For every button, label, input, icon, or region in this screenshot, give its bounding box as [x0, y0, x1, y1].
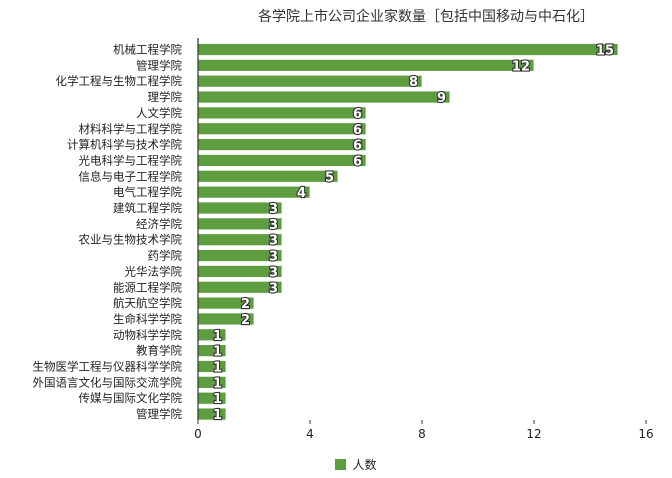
category-label: 能源工程学院	[113, 280, 182, 294]
x-tick-label: 8	[418, 427, 426, 441]
category-label: 管理学院	[136, 58, 182, 72]
bar	[197, 185, 311, 199]
x-tick-label: 4	[306, 427, 314, 441]
category-label: 外国语言文化与国际交流学院	[33, 375, 183, 389]
bar-value-label: 2	[241, 297, 250, 312]
bar	[197, 58, 535, 72]
bar-value-label: 15	[596, 44, 614, 59]
legend-swatch	[335, 459, 347, 470]
category-label: 信息与电子工程学院	[79, 169, 183, 183]
bar-value-label: 3	[269, 234, 278, 249]
category-label: 化学工程与生物工程学院	[56, 74, 183, 88]
bar-value-label: 1	[213, 408, 222, 423]
x-tick-label: 0	[194, 427, 202, 441]
category-label: 农业与生物技术学院	[79, 233, 183, 247]
category-label: 计算机科学与技术学院	[67, 138, 182, 152]
category-label: 药学院	[148, 249, 183, 263]
bar	[197, 138, 367, 152]
category-label: 传媒与国际文化学院	[79, 391, 183, 405]
bar	[197, 90, 451, 104]
category-label: 航天航空学院	[113, 296, 182, 310]
bar-value-label: 4	[297, 186, 306, 201]
category-label: 动物科学学院	[113, 328, 182, 342]
bar-value-label: 6	[353, 154, 362, 169]
bar-value-label: 3	[269, 250, 278, 265]
x-tick-label: 16	[638, 427, 653, 441]
category-label: 建筑工程学院	[113, 201, 182, 215]
category-label: 经济学院	[136, 217, 182, 231]
category-label: 生命科学学院	[113, 312, 182, 326]
x-axis: 0 4 8 12 16	[194, 38, 654, 441]
category-label: 材料科学与工程学院	[79, 122, 183, 136]
category-label: 机械工程学院	[113, 43, 182, 57]
bar-value-label: 8	[409, 75, 418, 90]
bar	[197, 154, 367, 167]
bar-value-label: 12	[512, 59, 530, 74]
category-labels: 机械工程学院管理学院化学工程与生物工程学院理学院人文学院材料科学与工程学院计算机…	[33, 43, 183, 422]
bar-value-label: 1	[213, 376, 222, 391]
category-label: 人文学院	[136, 106, 182, 120]
bar-value-label: 1	[213, 329, 222, 344]
bar-value-label: 6	[353, 107, 362, 122]
bar	[197, 169, 339, 183]
bar-value-label: 6	[353, 123, 362, 138]
bar-value-label: 3	[269, 281, 278, 296]
bar-value-label: 3	[269, 218, 278, 233]
category-label: 管理学院	[136, 407, 182, 421]
bar-value-label: 3	[269, 265, 278, 280]
bar-value-label: 1	[213, 392, 222, 407]
category-label: 光电科学与工程学院	[79, 153, 183, 167]
bar-value-label: 3	[269, 202, 278, 217]
bar	[197, 122, 367, 136]
category-label: 光华法学院	[125, 264, 183, 278]
category-label: 教育学院	[136, 344, 182, 358]
bar-value-label: 5	[325, 170, 334, 185]
bar-value-label: 9	[437, 91, 446, 106]
category-label: 理学院	[148, 90, 183, 104]
bar	[197, 74, 423, 88]
category-label: 电气工程学院	[113, 185, 182, 199]
legend-label: 人数	[352, 458, 377, 472]
category-label: 生物医学工程与仪器科学学院	[33, 360, 183, 374]
bar	[197, 106, 367, 120]
bar-value-label: 1	[213, 361, 222, 376]
x-tick-label: 12	[526, 427, 541, 441]
bar-value-label: 1	[213, 345, 222, 360]
bar	[197, 43, 619, 56]
legend: 人数	[0, 456, 672, 473]
bar-value-label: 6	[353, 139, 362, 154]
bar-value-label: 2	[241, 313, 250, 328]
chart-title: 各学院上市公司企业家数量［包括中国移动与中石化］	[258, 9, 594, 25]
